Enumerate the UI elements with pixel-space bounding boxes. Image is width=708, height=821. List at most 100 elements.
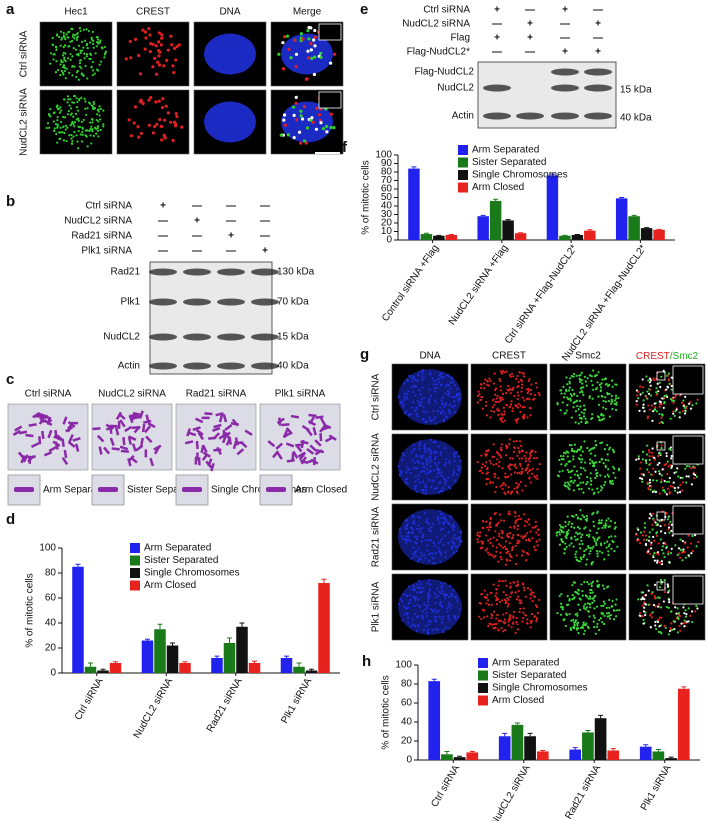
- spot: [444, 392, 447, 395]
- spot: [149, 42, 153, 46]
- spot: [653, 539, 656, 543]
- spot: [678, 552, 681, 555]
- spot: [61, 54, 65, 57]
- spot: [658, 560, 661, 564]
- chromosome: [30, 442, 40, 449]
- spot: [414, 475, 417, 478]
- spot: [584, 518, 587, 521]
- condition-mark: —: [192, 201, 202, 212]
- spot: [86, 145, 89, 148]
- spot: [567, 523, 570, 526]
- bar: [179, 663, 191, 673]
- spot: [490, 409, 493, 413]
- spot: [510, 400, 513, 403]
- spot: [433, 386, 437, 390]
- spot: [529, 481, 532, 484]
- spot: [527, 538, 531, 541]
- spot: [435, 401, 438, 404]
- spot: [402, 605, 406, 608]
- spot: [612, 465, 615, 468]
- spot: [426, 582, 429, 585]
- spot: [97, 42, 100, 45]
- spot: [647, 471, 651, 474]
- spot: [569, 480, 572, 483]
- spot: [503, 371, 507, 374]
- spot: [52, 58, 55, 61]
- error-bar: [493, 198, 499, 201]
- spot: [658, 492, 661, 495]
- spot: [675, 470, 678, 474]
- spot: [524, 469, 527, 472]
- spot: [420, 455, 423, 458]
- spot: [595, 605, 599, 608]
- chromosome: [20, 455, 26, 464]
- spot: [573, 535, 576, 538]
- spot: [95, 132, 98, 135]
- spot: [676, 553, 679, 557]
- spot: [667, 528, 670, 531]
- band: [251, 268, 279, 276]
- spot: [617, 469, 621, 472]
- spot: [511, 490, 514, 493]
- spot: [422, 417, 425, 420]
- chromosome: [114, 427, 120, 436]
- spot: [595, 474, 599, 478]
- spot: [89, 127, 92, 131]
- spot: [678, 624, 681, 628]
- spot: [412, 519, 416, 523]
- spot: [610, 605, 614, 608]
- spot: [589, 448, 592, 451]
- spot: [653, 458, 657, 461]
- spot: [604, 526, 607, 529]
- spot: [419, 551, 422, 554]
- spot: [587, 535, 591, 538]
- spot: [55, 46, 58, 49]
- spot: [597, 522, 600, 525]
- chromosome: [61, 456, 69, 466]
- spot: [576, 532, 579, 536]
- chromosome: [140, 437, 144, 447]
- spot: [455, 451, 458, 454]
- spot: [416, 399, 420, 402]
- spot: [528, 469, 531, 473]
- spot: [523, 589, 526, 592]
- spot: [53, 111, 56, 114]
- spot: [652, 512, 655, 515]
- spot: [81, 127, 84, 131]
- spot: [452, 380, 455, 384]
- chromosome: [239, 440, 248, 449]
- spot: [589, 477, 592, 480]
- legend-label: Sister Separated: [144, 555, 219, 566]
- spot: [593, 446, 596, 449]
- spot: [522, 583, 525, 586]
- spot: [494, 530, 497, 533]
- spot: [600, 457, 604, 461]
- spot: [656, 522, 659, 525]
- spot: [452, 528, 455, 531]
- spot: [511, 407, 515, 410]
- spot: [641, 480, 644, 483]
- spot: [91, 121, 94, 124]
- spot: [487, 529, 490, 532]
- spot: [672, 399, 675, 402]
- spot: [515, 554, 518, 557]
- spot: [647, 404, 650, 407]
- spot: [433, 544, 437, 547]
- spot: [299, 114, 303, 118]
- spot: [570, 525, 573, 528]
- condition-label: NudCL2 siRNA: [402, 19, 470, 30]
- spot: [641, 604, 644, 607]
- micrograph: [7, 403, 89, 471]
- spot: [172, 46, 177, 51]
- spot: [512, 610, 516, 613]
- spot: [579, 556, 582, 559]
- spot: [528, 539, 531, 542]
- spot: [522, 417, 525, 420]
- spot: [415, 591, 419, 594]
- spot: [76, 140, 79, 143]
- spot: [478, 615, 481, 618]
- spot: [299, 141, 303, 145]
- band: [217, 333, 245, 341]
- chromosome: [281, 423, 290, 427]
